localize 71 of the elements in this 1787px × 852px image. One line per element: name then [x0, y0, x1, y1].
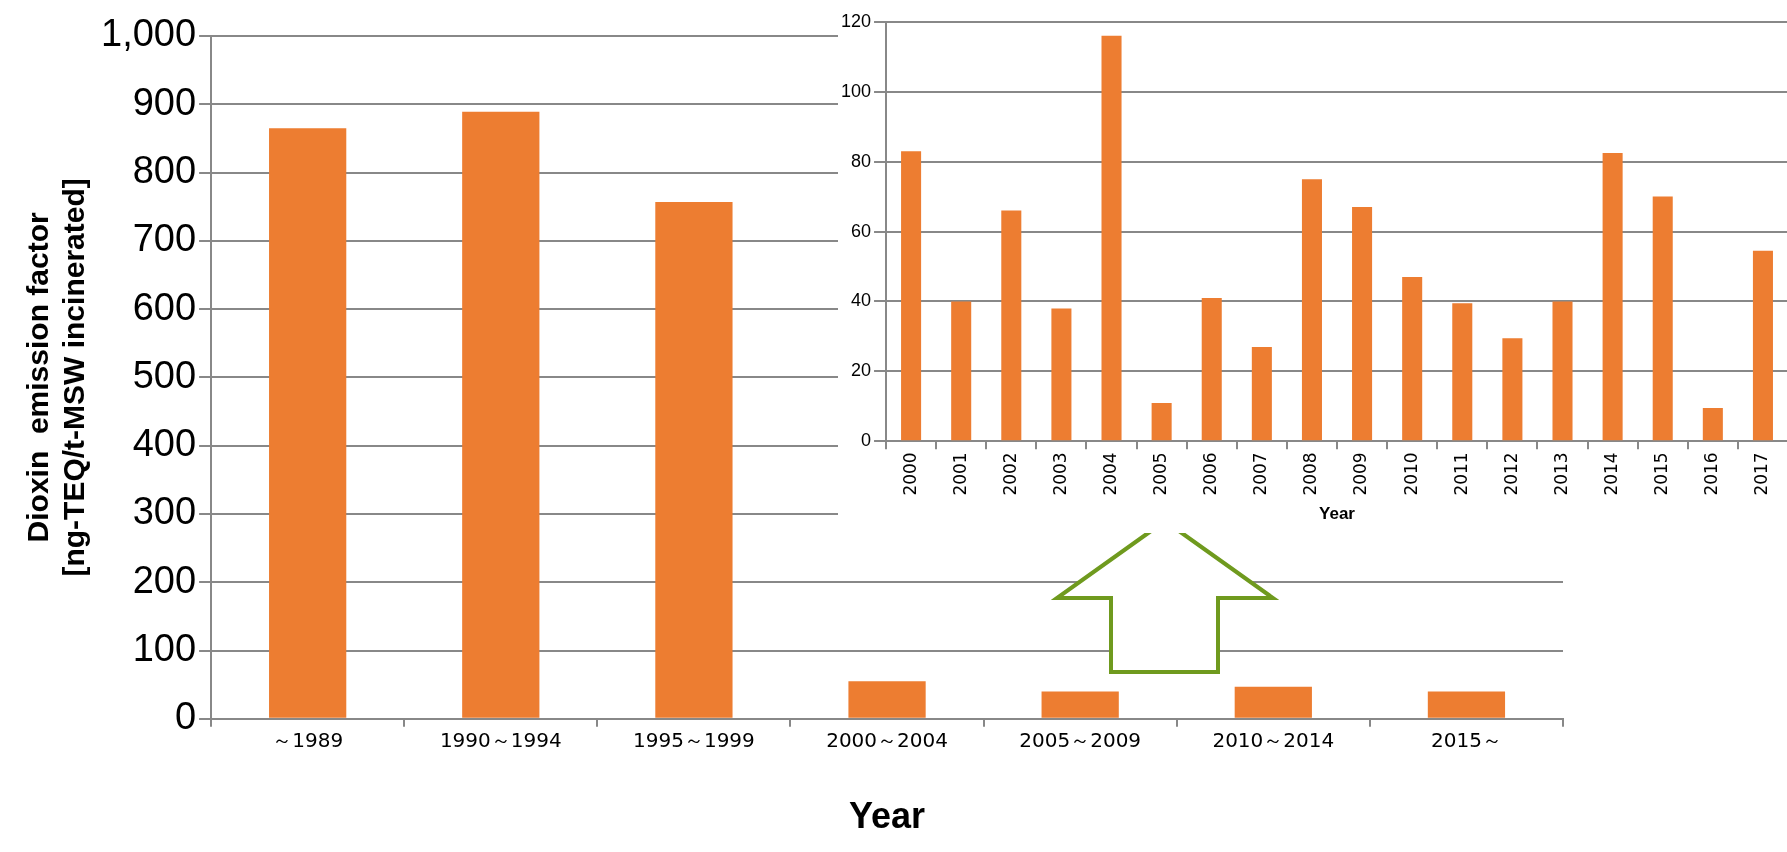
- bar: [1402, 277, 1423, 441]
- y-tick-label: 400: [132, 422, 197, 465]
- y-tick-label: 60: [851, 220, 872, 241]
- x-tick-label: 1990～1994: [439, 728, 562, 752]
- y-tick-label: 120: [840, 10, 872, 31]
- x-tick-label: 2013: [1550, 452, 1571, 496]
- bar: [1301, 179, 1322, 441]
- x-tick-label: 2006: [1200, 452, 1221, 496]
- x-axis-title: Year: [849, 795, 926, 837]
- bar: [1101, 35, 1122, 441]
- x-tick-label: 2016: [1701, 452, 1722, 496]
- x-tick-label: 2017: [1751, 452, 1772, 496]
- x-tick-label: 2004: [1099, 452, 1120, 496]
- bar: [1251, 346, 1272, 441]
- y-axis-title: Dioxin emission factor [ng-TEQ/t-MSW incinerated]: [21, 178, 91, 577]
- y-tick-label: 100: [132, 627, 197, 669]
- x-axis-title: Year: [1319, 504, 1356, 524]
- bar: [1452, 303, 1473, 441]
- x-tick-label: ～1989: [272, 728, 344, 752]
- bar: [1652, 196, 1673, 441]
- y-tick-label: 600: [132, 285, 197, 328]
- x-tick-label: 2005: [1150, 452, 1171, 496]
- bar: [1352, 207, 1373, 441]
- y-tick-label: 80: [851, 150, 872, 171]
- x-tick-label: 2014: [1601, 452, 1622, 496]
- x-tick-label: 2005～2009: [1019, 728, 1142, 752]
- x-tick-label: 2008: [1300, 452, 1321, 496]
- y-tick-label: 500: [132, 353, 197, 396]
- y-tick-label: 800: [132, 149, 197, 192]
- y-tick-label: 0: [174, 695, 197, 738]
- x-tick-label: 2009: [1350, 452, 1371, 496]
- bar: [1151, 402, 1172, 441]
- bar: [1702, 408, 1723, 441]
- bar: [1752, 250, 1773, 441]
- bar: [1051, 308, 1072, 441]
- bar: [1201, 298, 1222, 441]
- bar: [1427, 691, 1506, 718]
- x-tick-label: 2002: [999, 452, 1020, 496]
- bar: [462, 111, 540, 718]
- bar: [1602, 152, 1623, 441]
- x-tick-label: 2000: [899, 452, 920, 496]
- x-tick-label: 1995～1999: [633, 728, 755, 752]
- y-tick-label: 20: [851, 360, 872, 381]
- bar: [1552, 301, 1573, 441]
- x-tick-label: 2007: [1250, 452, 1271, 496]
- x-tick-label: 2015～: [1430, 728, 1502, 752]
- x-tick-label: 2012: [1500, 452, 1521, 496]
- bar: [1502, 338, 1523, 441]
- bar: [655, 201, 733, 718]
- x-tick-label: 2010: [1400, 452, 1421, 496]
- y-tick-label: 100: [840, 80, 872, 101]
- x-tick-label: 2015: [1651, 452, 1672, 496]
- y-tick-label: 200: [132, 558, 197, 601]
- y-tick-label: 40: [851, 290, 872, 311]
- x-tick-label: 2011: [1450, 452, 1471, 496]
- bar: [1041, 691, 1119, 718]
- bar: [951, 301, 972, 441]
- x-tick-label: 2010～2014: [1212, 728, 1335, 752]
- y-tick-label: 0: [861, 430, 872, 451]
- y-tick-label: 1,000: [101, 12, 197, 55]
- bar: [1001, 210, 1022, 441]
- bar: [848, 681, 926, 718]
- bar: [269, 128, 347, 718]
- x-tick-label: 2003: [1049, 452, 1070, 496]
- bar: [901, 151, 922, 441]
- y-tick-label: 300: [132, 490, 197, 533]
- y-tick-label: 700: [132, 217, 197, 260]
- bar: [1234, 686, 1312, 718]
- x-tick-label: 2001: [949, 452, 970, 496]
- x-tick-label: 2000～2004: [826, 728, 948, 752]
- y-tick-label: 900: [132, 80, 197, 123]
